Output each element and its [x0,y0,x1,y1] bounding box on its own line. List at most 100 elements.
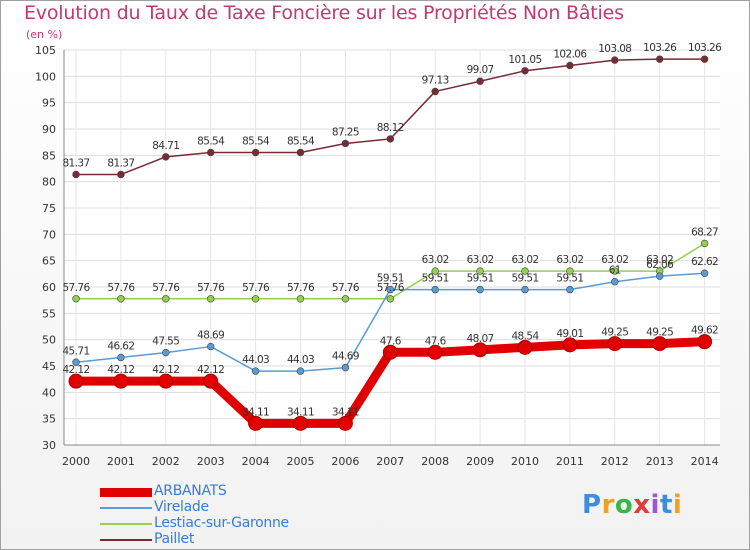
data-label: 57.76 [197,282,225,294]
data-point [700,55,709,63]
data-label: 61 [609,265,621,277]
data-label: 49.62 [691,325,718,337]
data-label: 42.12 [62,364,89,376]
data-point [697,334,713,350]
data-point [203,373,219,389]
data-label: 59.51 [467,273,494,285]
data-point [386,285,394,294]
logo-letter: t [659,490,673,520]
data-point [72,295,80,303]
data-label: 103.26 [688,42,722,54]
data-point [337,415,353,431]
y-tick-label: 95 [42,97,56,110]
data-label: 102.06 [553,48,587,60]
data-label: 81.37 [62,157,89,169]
data-label: 42.12 [107,364,134,376]
y-tick-label: 90 [42,123,56,136]
y-tick-label: 35 [42,413,56,426]
x-tick-label: 2011 [556,455,584,468]
data-label: 87.25 [332,126,359,138]
data-label: 57.76 [62,282,90,294]
data-label: 59.51 [377,273,404,285]
data-point [341,139,350,148]
data-point [248,415,264,431]
logo-letter: x [633,490,651,520]
data-label: 57.76 [287,282,315,294]
x-tick-label: 2004 [242,455,270,468]
chart-title: Evolution du Taux de Taxe Foncière sur l… [24,2,624,24]
y-tick-label: 85 [42,149,56,162]
x-tick-label: 2010 [511,455,539,468]
data-point [113,373,129,389]
data-point [611,278,619,286]
y-tick-label: 40 [42,386,56,399]
data-label: 42.12 [152,364,179,376]
y-tick-label: 50 [42,334,56,347]
data-label: 44.03 [242,354,269,366]
x-tick-label: 2000 [62,455,90,468]
data-point [296,295,305,303]
data-point [68,373,84,389]
logo-letter: P [582,490,602,520]
legend-item: ARBANATS [100,483,430,500]
data-label: 62.62 [691,256,718,268]
data-label: 85.54 [197,135,225,147]
data-label: 103.26 [643,42,677,54]
legend-label: Paillet [154,531,195,547]
data-label: 47.6 [425,335,447,347]
logo-letter: i [650,490,660,520]
data-point [341,295,350,303]
data-label: 59.51 [511,273,538,285]
data-label: 85.54 [242,135,270,147]
y-tick-label: 65 [42,255,56,268]
data-label: 63.02 [646,254,673,266]
y-tick-label: 100 [35,70,56,83]
data-point [427,344,443,360]
data-point [251,367,260,375]
data-point [162,295,170,303]
data-label: 99.07 [467,64,494,76]
data-label: 101.05 [508,54,541,66]
data-label: 63.02 [422,254,449,266]
data-point [611,56,619,64]
data-label: 57.76 [377,282,405,294]
legend-swatch [100,539,152,541]
data-label: 97.13 [422,74,449,86]
data-label: 34.11 [242,406,269,418]
data-point [207,342,215,351]
data-point [521,285,529,294]
data-label: 59.51 [422,273,449,285]
data-label: 57.76 [242,282,270,294]
data-point [476,77,484,85]
data-point [566,61,574,70]
data-label: 34.11 [287,406,314,418]
data-label: 68.27 [691,226,718,238]
data-label: 44.03 [287,354,314,366]
data-point [162,153,170,161]
data-point [207,295,215,303]
data-point [162,348,170,357]
data-label: 34.11 [332,406,359,418]
data-label: 48.54 [511,330,539,342]
data-point [296,367,305,375]
data-point [562,337,578,353]
data-point [655,272,664,280]
legend-label: ARBANATS [154,483,227,499]
data-point [476,285,484,294]
data-point [476,267,484,275]
data-point [296,148,305,157]
legend-label: Lestiac-sur-Garonne [154,515,289,531]
data-point [521,67,529,75]
data-point [700,269,709,277]
x-tick-label: 2014 [691,455,719,468]
y-tick-label: 60 [42,281,56,294]
proxiti-logo: Proxiti [582,490,682,520]
data-label: 45.71 [62,345,89,357]
data-label: 63.02 [511,254,538,266]
x-tick-label: 2012 [601,455,629,468]
legend: ARBANATS Virelade Lestiac-sur-Garonne Paill… [100,483,430,548]
data-point [158,373,174,389]
x-tick-label: 2013 [646,455,674,468]
logo-letter: r [601,490,615,520]
